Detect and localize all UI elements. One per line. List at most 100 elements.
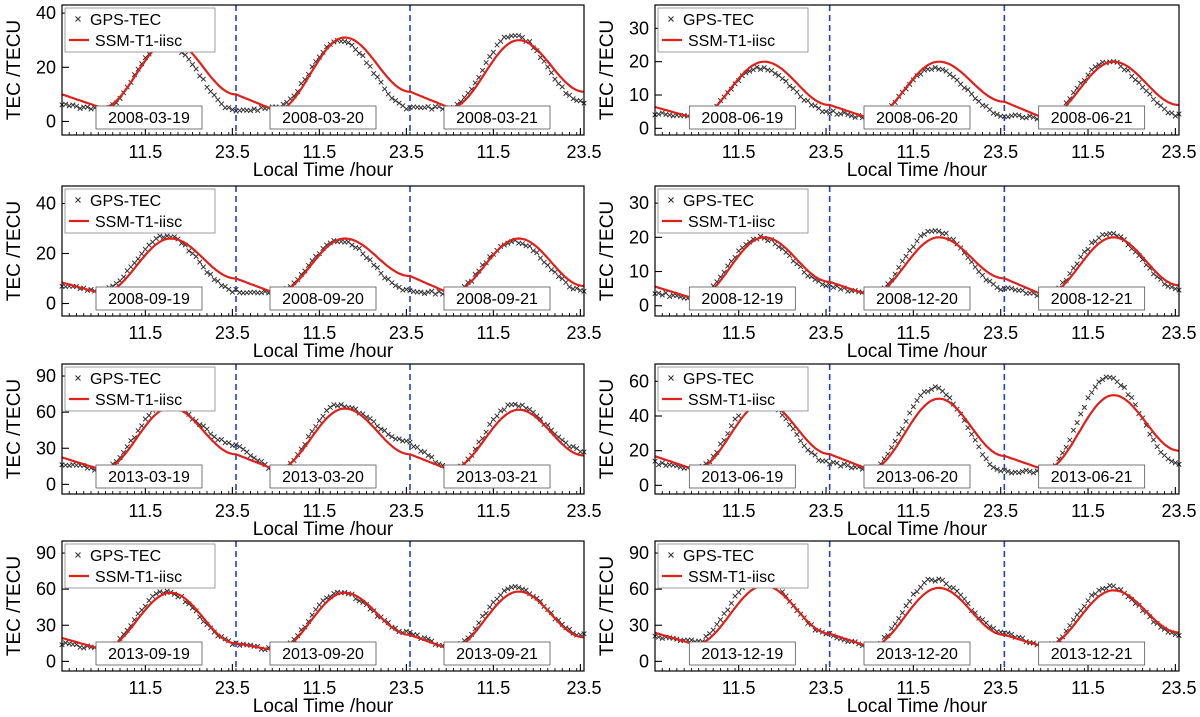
x-tick-label: 23.5 [215,142,250,162]
gps-tec-point [943,230,949,236]
gps-tec-point [779,75,786,82]
gps-tec-point [1078,608,1084,614]
gps-tec-point [483,59,489,66]
y-tick-label: 0 [639,296,649,316]
gps-tec-point [947,395,953,401]
gps-tec-point [994,466,1000,472]
gps-tec-point [356,245,362,252]
date-box [269,286,377,311]
y-tick-label: 0 [46,294,56,314]
gps-tec-point [563,279,569,286]
gps-tec-point [925,388,931,395]
gps-tec-point [965,87,971,93]
gps-tec-point [1154,100,1160,106]
x-tick-label: 23.5 [809,323,844,343]
gps-tec-point [805,98,811,104]
legend-model-label: SSM-T1-iisc [688,392,775,409]
gps-tec-point [226,104,232,111]
gps-tec-point [334,403,341,409]
gps-tec-point [936,228,942,234]
x-tick-label: 11.5 [477,323,511,343]
y-axis-label: TEC /TECU [597,379,618,479]
x-axis-label: Local Time /hour [847,519,988,540]
legend: GPS-TEC SSM-T1-iisc [657,543,809,589]
gps-tec-point [812,452,818,458]
date-label: 2008-09-21 [456,291,538,308]
date-label: 2008-12-21 [1051,291,1133,308]
gps-tec-point [848,113,855,119]
date-box [269,105,377,130]
gps-tec-point [385,91,391,97]
gps-tec-point [389,95,395,101]
gps-tec-point [497,408,504,414]
gps-tec-point [389,433,395,440]
gps-tec-point [1136,79,1142,86]
legend-model-label: SSM-T1-iisc [95,569,182,586]
gps-tec-point [1085,395,1091,401]
gps-tec-point [987,461,993,468]
gps-tec-point [378,79,384,85]
gps-tec-point [204,426,210,432]
y-tick-label: 30 [36,438,56,458]
gps-tec-point [385,431,391,438]
y-tick-label: 20 [629,227,649,247]
gps-tec-point [1023,467,1029,474]
x-tick-label: 23.5 [215,323,250,343]
gps-tec-point [1154,443,1160,450]
x-tick-label: 23.5 [1161,142,1196,162]
gps-tec-point [229,107,236,113]
gps-tec-point [200,76,207,82]
legend: GPS-TEC SSM-T1-iisc [657,7,809,53]
gps-tec-point [153,591,159,597]
gps-tec-point [910,244,917,250]
gps-tec-point [914,397,920,404]
date-label: 2008-12-19 [701,291,783,308]
gps-tec-point [1081,249,1088,255]
gps-tec-point [512,583,518,590]
chart-panel-8: 11.5 23.5 11.5 23.5 11.5 23.5 0 30 60 90 Local Tim… [597,540,1197,717]
y-tick-label: 60 [36,579,56,599]
gps-tec-point [1074,612,1080,618]
date-label: 2008-03-21 [456,110,538,127]
gps-tec-point [979,451,986,458]
gps-tec-point [534,249,540,256]
date-box [1038,105,1146,130]
gps-tec-point [710,627,716,633]
date-box [688,286,796,311]
gps-tec-point [316,602,323,608]
y-tick-label: 0 [639,118,649,138]
gps-tec-point [1118,382,1124,389]
legend-gps-marker [75,197,81,203]
gps-tec-point [914,588,920,595]
gps-tec-point [240,446,246,452]
gps-tec-point [896,431,902,437]
date-label: 2013-03-21 [456,469,538,486]
legend-box [657,188,809,234]
y-tick-label: 60 [36,402,56,422]
gps-tec-point [501,407,507,413]
gps-tec-point [659,460,665,466]
gps-tec-point [1085,598,1091,604]
gps-tec-point [490,49,497,55]
gps-tec-point [429,106,435,112]
gps-tec-point [211,276,217,283]
date-label: 2013-09-19 [108,646,190,663]
x-axis-label: Local Time /hour [847,696,988,717]
gps-tec-point [548,70,555,76]
y-tick-label: 40 [629,406,649,426]
legend-gps-marker [668,375,674,381]
gps-tec-point [808,449,815,456]
legend-gps-marker [668,552,674,558]
x-tick-label: 11.5 [129,142,163,162]
gps-tec-point [374,423,381,429]
gps-tec-point [516,403,522,409]
gps-tec-point [345,40,352,46]
legend-gps-marker [75,16,81,22]
gps-tec-point [776,244,782,250]
gps-tec-point [998,468,1004,474]
gps-tec-point [211,92,217,98]
legend-model-label: SSM-T1-iisc [688,214,775,231]
legend-gps-label: GPS-TEC [90,193,161,210]
gps-tec-point [979,102,986,108]
ssm-model-line [654,584,1180,649]
